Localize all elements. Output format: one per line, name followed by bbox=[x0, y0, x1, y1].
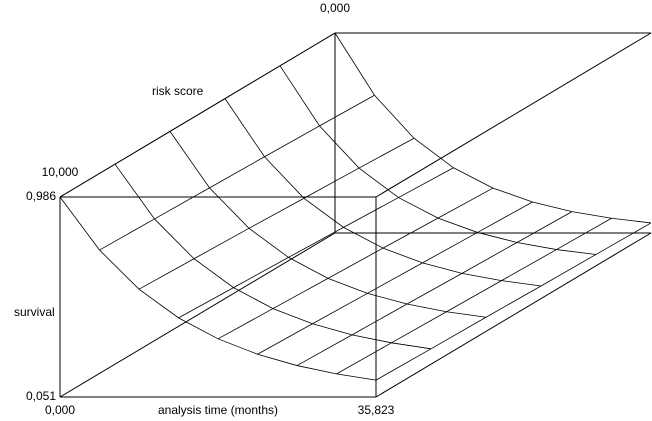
y-tick-label: 10,000 bbox=[42, 165, 79, 179]
y-axis-label: risk score bbox=[152, 84, 204, 98]
box-edge bbox=[375, 32, 652, 198]
z-tick-label: 0,986 bbox=[26, 189, 56, 203]
y-tick-label: 0,000 bbox=[320, 1, 350, 15]
z-tick-label: 0,051 bbox=[26, 389, 56, 403]
surface-line-risk bbox=[257, 201, 533, 355]
surface-line-risk bbox=[375, 222, 652, 381]
z-axis-label: survival bbox=[14, 305, 55, 319]
surface-line-risk bbox=[217, 187, 494, 340]
surface-line-risk bbox=[336, 217, 612, 375]
box-edge bbox=[59, 232, 336, 398]
surface-line-risk bbox=[99, 94, 375, 251]
x-tick-label: 0,000 bbox=[45, 403, 75, 417]
surface-line-risk bbox=[59, 32, 336, 198]
surface-line-risk bbox=[178, 167, 454, 319]
surface-line-time bbox=[59, 196, 377, 381]
box-edge bbox=[375, 232, 652, 398]
surface-line-risk bbox=[138, 137, 415, 290]
surface-line-risk bbox=[296, 211, 573, 366]
x-tick-label: 35,823 bbox=[358, 403, 395, 417]
x-axis-label: analysis time (months) bbox=[158, 403, 278, 417]
